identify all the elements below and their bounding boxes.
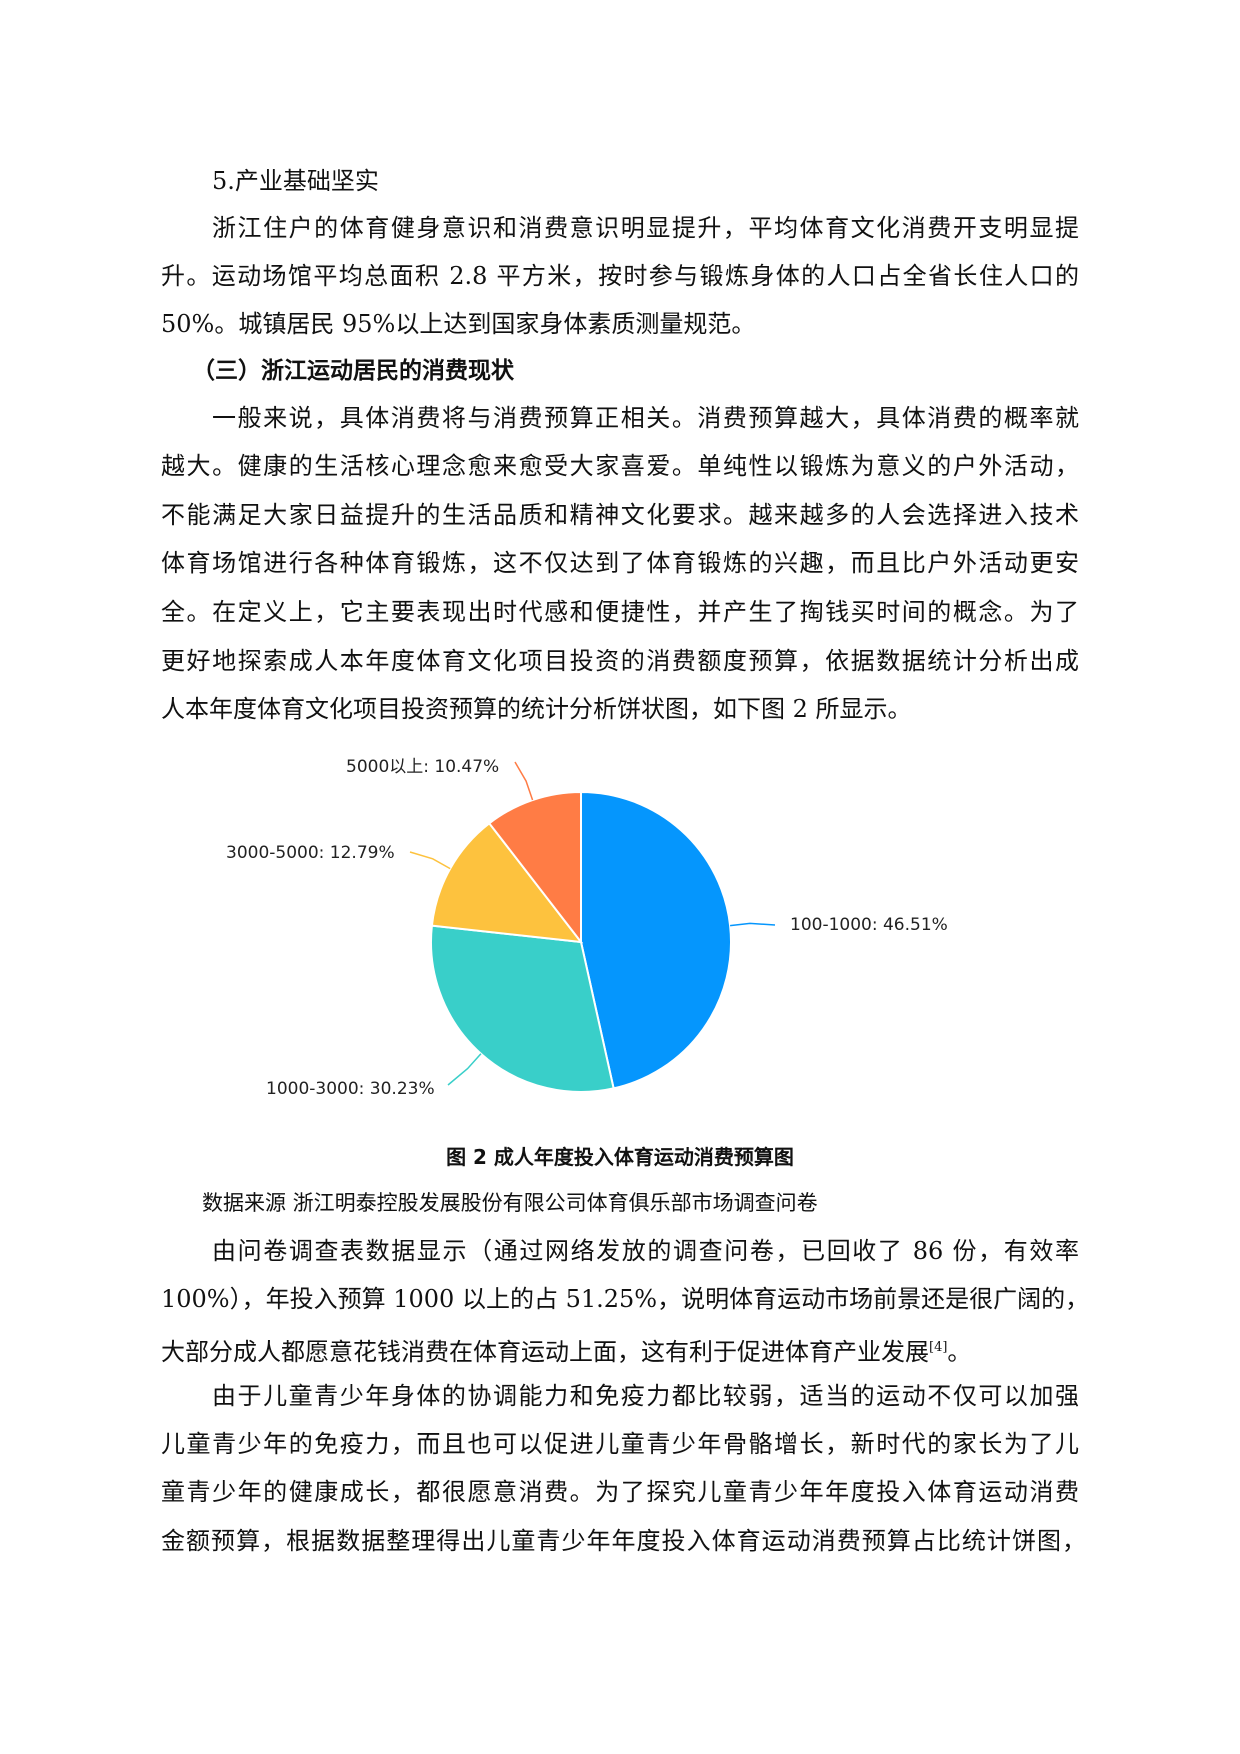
- pie-slice-100-1000: [580, 790, 733, 1090]
- paragraph-end: 。: [947, 1338, 972, 1366]
- citation-link[interactable]: [4]: [929, 1340, 948, 1355]
- paragraph-line: 儿童青少年的免疫力，而且也可以促进儿童青少年骨骼增长，新时代的家长为了儿: [161, 1430, 1079, 1458]
- pie-label-1000-3000: 1000-3000: 30.23%: [266, 1079, 435, 1099]
- paragraph-line: 全。在定义上，它主要表现出时代感和便捷性，并产生了掏钱买时间的概念。为了: [161, 598, 1079, 626]
- subsection-heading: （三）浙江运动居民的消费现状: [192, 358, 514, 384]
- pie-slice-5000以上: [487, 790, 582, 945]
- leader-line-5000以上: [514, 761, 534, 801]
- data-source: 数据来源 浙江明泰控股发展股份有限公司体育俱乐部市场调查问卷: [202, 1191, 818, 1215]
- paragraph-line: 一般来说，具体消费将与消费预算正相关。消费预算越大，具体消费的概率就: [212, 404, 1079, 432]
- pie-chart: [409, 761, 776, 1093]
- paragraph-line: 童青少年的健康成长，都很愿意消费。为了探究儿童青少年年度投入体育运动消费: [161, 1478, 1079, 1506]
- paragraph-line: 越大。健康的生活核心理念愈来愈受大家喜爱。单纯性以锻炼为意义的户外活动，: [161, 452, 1079, 480]
- paragraph-line: 由于儿童青少年身体的协调能力和免疫力都比较弱，适当的运动不仅可以加强: [212, 1382, 1079, 1410]
- paragraph-line: 100%），年投入预算 1000 以上的占 51.25%，说明体育运动市场前景还…: [161, 1285, 1090, 1313]
- paragraph-line: 大部分成人都愿意花钱消费在体育运动上面，这有利于促进体育产业发展[4]。: [161, 1333, 971, 1367]
- pie-label-3000-5000: 3000-5000: 12.79%: [226, 843, 395, 863]
- pie-slice-3000-5000: [430, 821, 584, 944]
- paragraph-line: 由问卷调查表数据显示（通过网络发放的调查问卷，已回收了 86 份，有效率: [212, 1237, 1079, 1265]
- pie-label-5000-plus: 5000以上: 10.47%: [346, 757, 500, 777]
- figure-caption: 图 2 成人年度投入体育运动消费预算图: [446, 1145, 794, 1169]
- paragraph-line: 浙江住户的体育健身意识和消费意识明显提升，平均体育文化消费开支明显提: [212, 214, 1079, 242]
- paragraph-line: 金额预算，根据数据整理得出儿童青少年年度投入体育运动消费预算占比统计饼图，: [161, 1527, 1086, 1555]
- leader-line-1000-3000: [447, 1053, 482, 1086]
- paragraph-line: 不能满足大家日益提升的生活品质和精神文化要求。越来越多的人会选择进入技术: [161, 501, 1079, 529]
- leader-line-3000-5000: [409, 851, 451, 870]
- paragraph-line: 体育场馆进行各种体育锻炼，这不仅达到了体育锻炼的兴趣，而且比户外活动更安: [161, 549, 1079, 577]
- paragraph-line: 升。运动场馆平均总面积 2.8 平方米，按时参与锻炼身体的人口占全省长住人口的: [161, 262, 1079, 290]
- paragraph-line: 50%。城镇居民 95%以上达到国家身体素质测量规范。: [161, 310, 756, 338]
- paragraph-line: 更好地探索成人本年度体育文化项目投资的消费额度预算，依据数据统计分析出成: [161, 647, 1079, 675]
- paragraph-text: 大部分成人都愿意花钱消费在体育运动上面，这有利于促进体育产业发展: [161, 1338, 929, 1366]
- paragraph-line: 人本年度体育文化项目投资预算的统计分析饼状图，如下图 2 所显示。: [161, 695, 912, 723]
- pie-label-100-1000: 100-1000: 46.51%: [790, 915, 948, 935]
- leader-line-100-1000: [730, 922, 776, 927]
- section-heading: 5.产业基础坚实: [212, 167, 379, 195]
